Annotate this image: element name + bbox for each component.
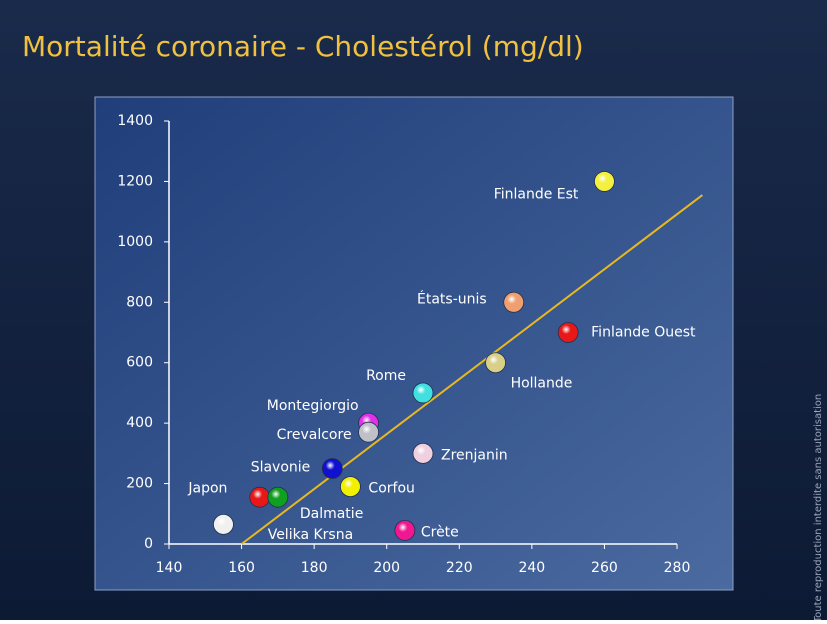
x-tick-label: 240: [518, 560, 545, 576]
point-label: Dalmatie: [300, 506, 363, 522]
x-tick-label: 200: [373, 560, 400, 576]
x-tick-label: 160: [228, 560, 255, 576]
x-tick-label: 220: [446, 560, 473, 576]
x-tick-label: 140: [156, 560, 183, 576]
point-label: Crète: [421, 524, 459, 540]
y-tick-label: 1400: [117, 113, 153, 129]
point-label: Montegiorgio: [267, 398, 359, 414]
point-label: Japon: [187, 480, 227, 496]
x-tick-label: 280: [664, 560, 691, 576]
point-label: Corfou: [368, 481, 414, 497]
y-tick-label: 0: [144, 536, 153, 552]
point: [412, 442, 434, 464]
plot-area: [94, 96, 734, 591]
point-label: Finlande Est: [494, 186, 579, 202]
chart-title: Mortalité coronaire - Cholestérol (mg/dl…: [22, 30, 584, 63]
point-label: Velika Krsna: [268, 527, 353, 543]
point-label: Hollande: [511, 376, 573, 392]
x-tick-label: 180: [301, 560, 328, 576]
y-tick-label: 800: [126, 294, 153, 310]
point: [394, 520, 416, 541]
point: [321, 458, 343, 479]
x-tick-label: 260: [591, 560, 618, 576]
trend-line: [240, 194, 704, 545]
point: [358, 421, 379, 443]
side-note: Toute reproduction interdite sans autori…: [813, 394, 824, 620]
point: [267, 486, 289, 508]
point: [249, 486, 271, 508]
y-tick-label: 400: [126, 415, 153, 431]
point-label: États-unis: [417, 290, 487, 307]
point-label: Finlande Ouest: [591, 325, 696, 341]
y-tick-label: 1000: [117, 234, 153, 250]
point: [412, 382, 434, 404]
point-label: Crevalcore: [277, 427, 352, 443]
y-tick-label: 200: [126, 476, 153, 492]
point-label: Rome: [366, 368, 406, 384]
point: [594, 171, 615, 192]
y-tick-label: 600: [126, 355, 153, 371]
point: [213, 513, 234, 535]
point: [503, 291, 525, 313]
point: [557, 322, 579, 343]
y-tick-label: 1200: [117, 173, 153, 189]
point-label: Slavonie: [251, 459, 311, 475]
point: [340, 476, 361, 497]
point: [485, 352, 506, 374]
point-label: Zrenjanin: [441, 447, 508, 463]
